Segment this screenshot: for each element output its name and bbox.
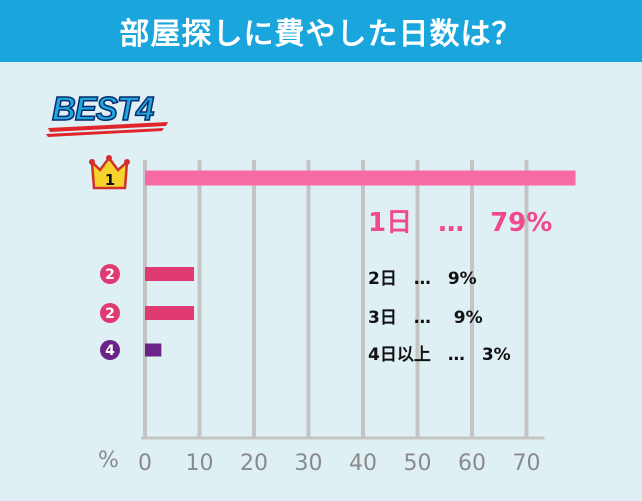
rank-circle-icon [100, 340, 120, 360]
page-title: 部屋探しに費やした日数は？ [0, 0, 642, 62]
best-badge: BEST4 [44, 89, 174, 138]
bar [145, 306, 195, 320]
x-tick-label: 40 [349, 451, 377, 476]
x-tick-label: 60 [458, 451, 486, 476]
crown-icon [89, 155, 130, 190]
axis-unit-label: % [98, 448, 119, 473]
bar [145, 170, 576, 186]
x-tick-label: 0 [138, 451, 152, 476]
data-label: 3日 … 9% [368, 308, 483, 328]
x-tick-label: 70 [513, 451, 541, 476]
rank-number: 2 [105, 267, 115, 283]
bar [145, 343, 162, 357]
x-tick-label: 10 [186, 451, 214, 476]
rank-number: 1 [105, 171, 115, 189]
x-tick-label: 50 [404, 451, 432, 476]
bar [145, 267, 195, 281]
rank-circle-icon [100, 303, 120, 323]
rank-circle-icon [100, 264, 120, 284]
x-tick-label: 20 [240, 451, 268, 476]
data-label: 2日 … 9% [368, 269, 477, 289]
rank-number: 4 [105, 343, 115, 359]
data-label: 4日以上 … 3% [368, 345, 511, 365]
rank-number: 2 [105, 306, 115, 322]
badge-text: BEST4 [51, 89, 155, 128]
data-label: 1日 … 79% [368, 208, 553, 238]
badge-underline-icon [46, 122, 168, 137]
x-tick-label: 30 [295, 451, 323, 476]
